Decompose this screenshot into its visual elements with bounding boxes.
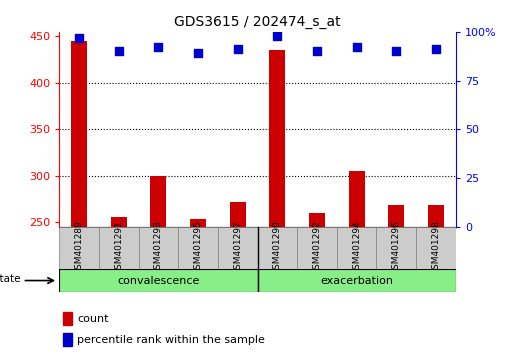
Text: count: count bbox=[77, 314, 109, 324]
Bar bbox=[258, 227, 297, 269]
Text: GSM401295: GSM401295 bbox=[194, 221, 202, 275]
Text: percentile rank within the sample: percentile rank within the sample bbox=[77, 335, 265, 345]
Point bbox=[194, 51, 202, 56]
Text: GSM401296: GSM401296 bbox=[392, 221, 401, 275]
Text: disease state: disease state bbox=[0, 274, 21, 284]
Bar bbox=[59, 227, 99, 269]
Text: GSM401294: GSM401294 bbox=[352, 221, 361, 275]
Bar bbox=[416, 227, 456, 269]
Point bbox=[313, 48, 321, 54]
Bar bbox=[63, 312, 72, 325]
Point bbox=[75, 35, 83, 41]
Text: GSM401289: GSM401289 bbox=[75, 221, 83, 275]
Point bbox=[114, 48, 123, 54]
Bar bbox=[376, 227, 416, 269]
Point bbox=[392, 48, 401, 54]
Bar bbox=[59, 269, 258, 292]
Bar bbox=[190, 219, 206, 227]
Bar bbox=[150, 176, 166, 227]
Bar bbox=[297, 227, 337, 269]
Bar bbox=[99, 227, 139, 269]
Bar bbox=[349, 171, 365, 227]
Text: GSM401291: GSM401291 bbox=[114, 221, 123, 275]
Bar bbox=[269, 50, 285, 227]
Bar bbox=[230, 201, 246, 227]
Bar bbox=[388, 205, 404, 227]
Point bbox=[273, 33, 281, 39]
Text: GSM401293: GSM401293 bbox=[154, 221, 163, 275]
Text: convalescence: convalescence bbox=[117, 275, 199, 286]
Bar bbox=[428, 205, 444, 227]
Bar bbox=[63, 333, 72, 346]
Text: GSM401292: GSM401292 bbox=[313, 221, 321, 275]
Point bbox=[432, 47, 440, 52]
Point bbox=[352, 45, 360, 50]
Bar bbox=[218, 227, 258, 269]
Text: exacerbation: exacerbation bbox=[320, 275, 393, 286]
Bar bbox=[71, 41, 87, 227]
Bar bbox=[139, 227, 178, 269]
Text: GSM401298: GSM401298 bbox=[432, 221, 440, 275]
Bar bbox=[258, 269, 456, 292]
Bar bbox=[337, 227, 376, 269]
Point bbox=[233, 47, 242, 52]
Bar bbox=[309, 213, 325, 227]
Title: GDS3615 / 202474_s_at: GDS3615 / 202474_s_at bbox=[174, 16, 341, 29]
Text: GSM401297: GSM401297 bbox=[233, 221, 242, 275]
Bar bbox=[111, 217, 127, 227]
Text: GSM401290: GSM401290 bbox=[273, 221, 282, 275]
Point bbox=[154, 45, 162, 50]
Bar bbox=[178, 227, 218, 269]
